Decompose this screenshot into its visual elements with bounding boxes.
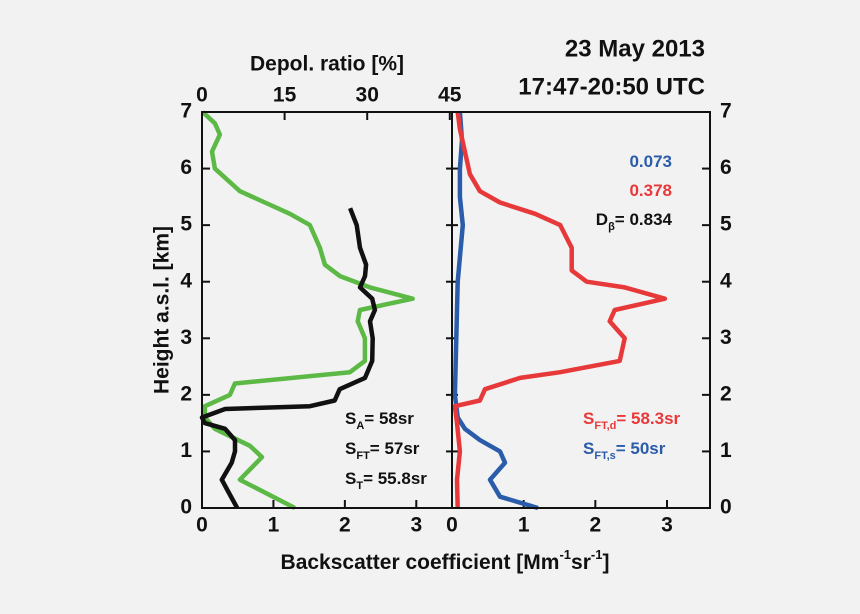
y-tick-label: 6 (720, 156, 732, 179)
annotation: ST= 55.8sr (345, 469, 427, 491)
x2-tick-label: 45 (438, 84, 462, 107)
annotation-part: = 57sr (370, 439, 420, 458)
y-tick-label: 3 (720, 326, 732, 349)
annotation-part: FT,d (594, 420, 616, 432)
x2-axis-label: Depol. ratio [%] (250, 53, 404, 76)
annotation-part: = 58.3sr (616, 409, 680, 428)
x-tick-label: 0 (446, 514, 458, 537)
annotation-part: FT,s (594, 450, 615, 462)
annotation-part: S (583, 439, 594, 458)
x-tick-label: 3 (410, 514, 422, 537)
y-tick-label: 2 (180, 382, 192, 405)
annotation-part: S (345, 409, 356, 428)
y-tick-label: 4 (180, 269, 192, 292)
x-axis-label-part: sr (571, 551, 591, 574)
profile-line (199, 207, 378, 510)
y-tick-label: 6 (180, 156, 192, 179)
y-tick-label: 5 (720, 213, 732, 236)
annotation-part: 0.073 (629, 152, 672, 171)
annotation: SA= 58sr (345, 409, 414, 431)
x-axis-label-part: Backscatter coefficient [Mm (281, 551, 560, 574)
panel-frame (451, 111, 711, 509)
y-tick-label: 7 (720, 100, 732, 123)
x-axis-label-part: ] (602, 551, 609, 574)
y-tick-label: 1 (720, 439, 732, 462)
annotation-part: = 58sr (364, 409, 414, 428)
annotation-part: S (345, 469, 356, 488)
annotation-part: β (608, 221, 615, 233)
annotation-part: = 55.8sr (363, 469, 427, 488)
y-tick-label: 3 (180, 326, 192, 349)
profile-line (452, 111, 668, 509)
x2-tick-label: 30 (356, 84, 379, 107)
annotation-part: 0.378 (629, 181, 672, 200)
x2-tick-label: 0 (196, 84, 208, 107)
y-tick-label: 4 (720, 269, 732, 292)
annotation: 0.073 (629, 152, 672, 171)
annotation-part: = 0.834 (615, 210, 673, 229)
annotation-part: S (583, 409, 594, 428)
annotation: SFT= 57sr (345, 439, 420, 461)
title-time: 17:47-20:50 UTC (518, 73, 705, 100)
x-tick-label: 3 (661, 514, 673, 537)
y-tick-label: 2 (720, 382, 732, 405)
annotation-part: D (596, 210, 608, 229)
x-axis-label-part: -1 (559, 547, 571, 562)
annotation-part: = 50sr (616, 439, 666, 458)
x-tick-label: 0 (196, 514, 208, 537)
annotation-part: A (356, 420, 364, 432)
x-tick-label: 1 (268, 514, 280, 537)
y-tick-label: 7 (180, 100, 192, 123)
annotation-part: FT (356, 450, 370, 462)
annotation: SFT,d= 58.3sr (583, 409, 681, 431)
y-axis-label: Height a.s.l. [km] (151, 226, 174, 394)
y-tick-label: 5 (180, 213, 192, 236)
annotation-part: T (356, 480, 363, 492)
y-tick-label: 1 (180, 439, 192, 462)
x-tick-label: 1 (518, 514, 530, 537)
y-tick-label: 0 (720, 496, 732, 519)
annotation: 0.378 (629, 181, 672, 200)
annotation: Dβ= 0.834 (596, 210, 673, 232)
x-axis-label: Backscatter coefficient [Mm-1sr-1] (281, 547, 610, 574)
x-tick-label: 2 (339, 514, 351, 537)
x2-tick-label: 15 (273, 84, 297, 107)
x-tick-label: 2 (589, 514, 601, 537)
y-tick-label: 0 (180, 496, 192, 519)
annotation-part: S (345, 439, 356, 458)
x-axis-label-part: -1 (591, 547, 603, 562)
title-date: 23 May 2013 (565, 35, 705, 62)
annotation: SFT,s= 50sr (583, 439, 666, 461)
